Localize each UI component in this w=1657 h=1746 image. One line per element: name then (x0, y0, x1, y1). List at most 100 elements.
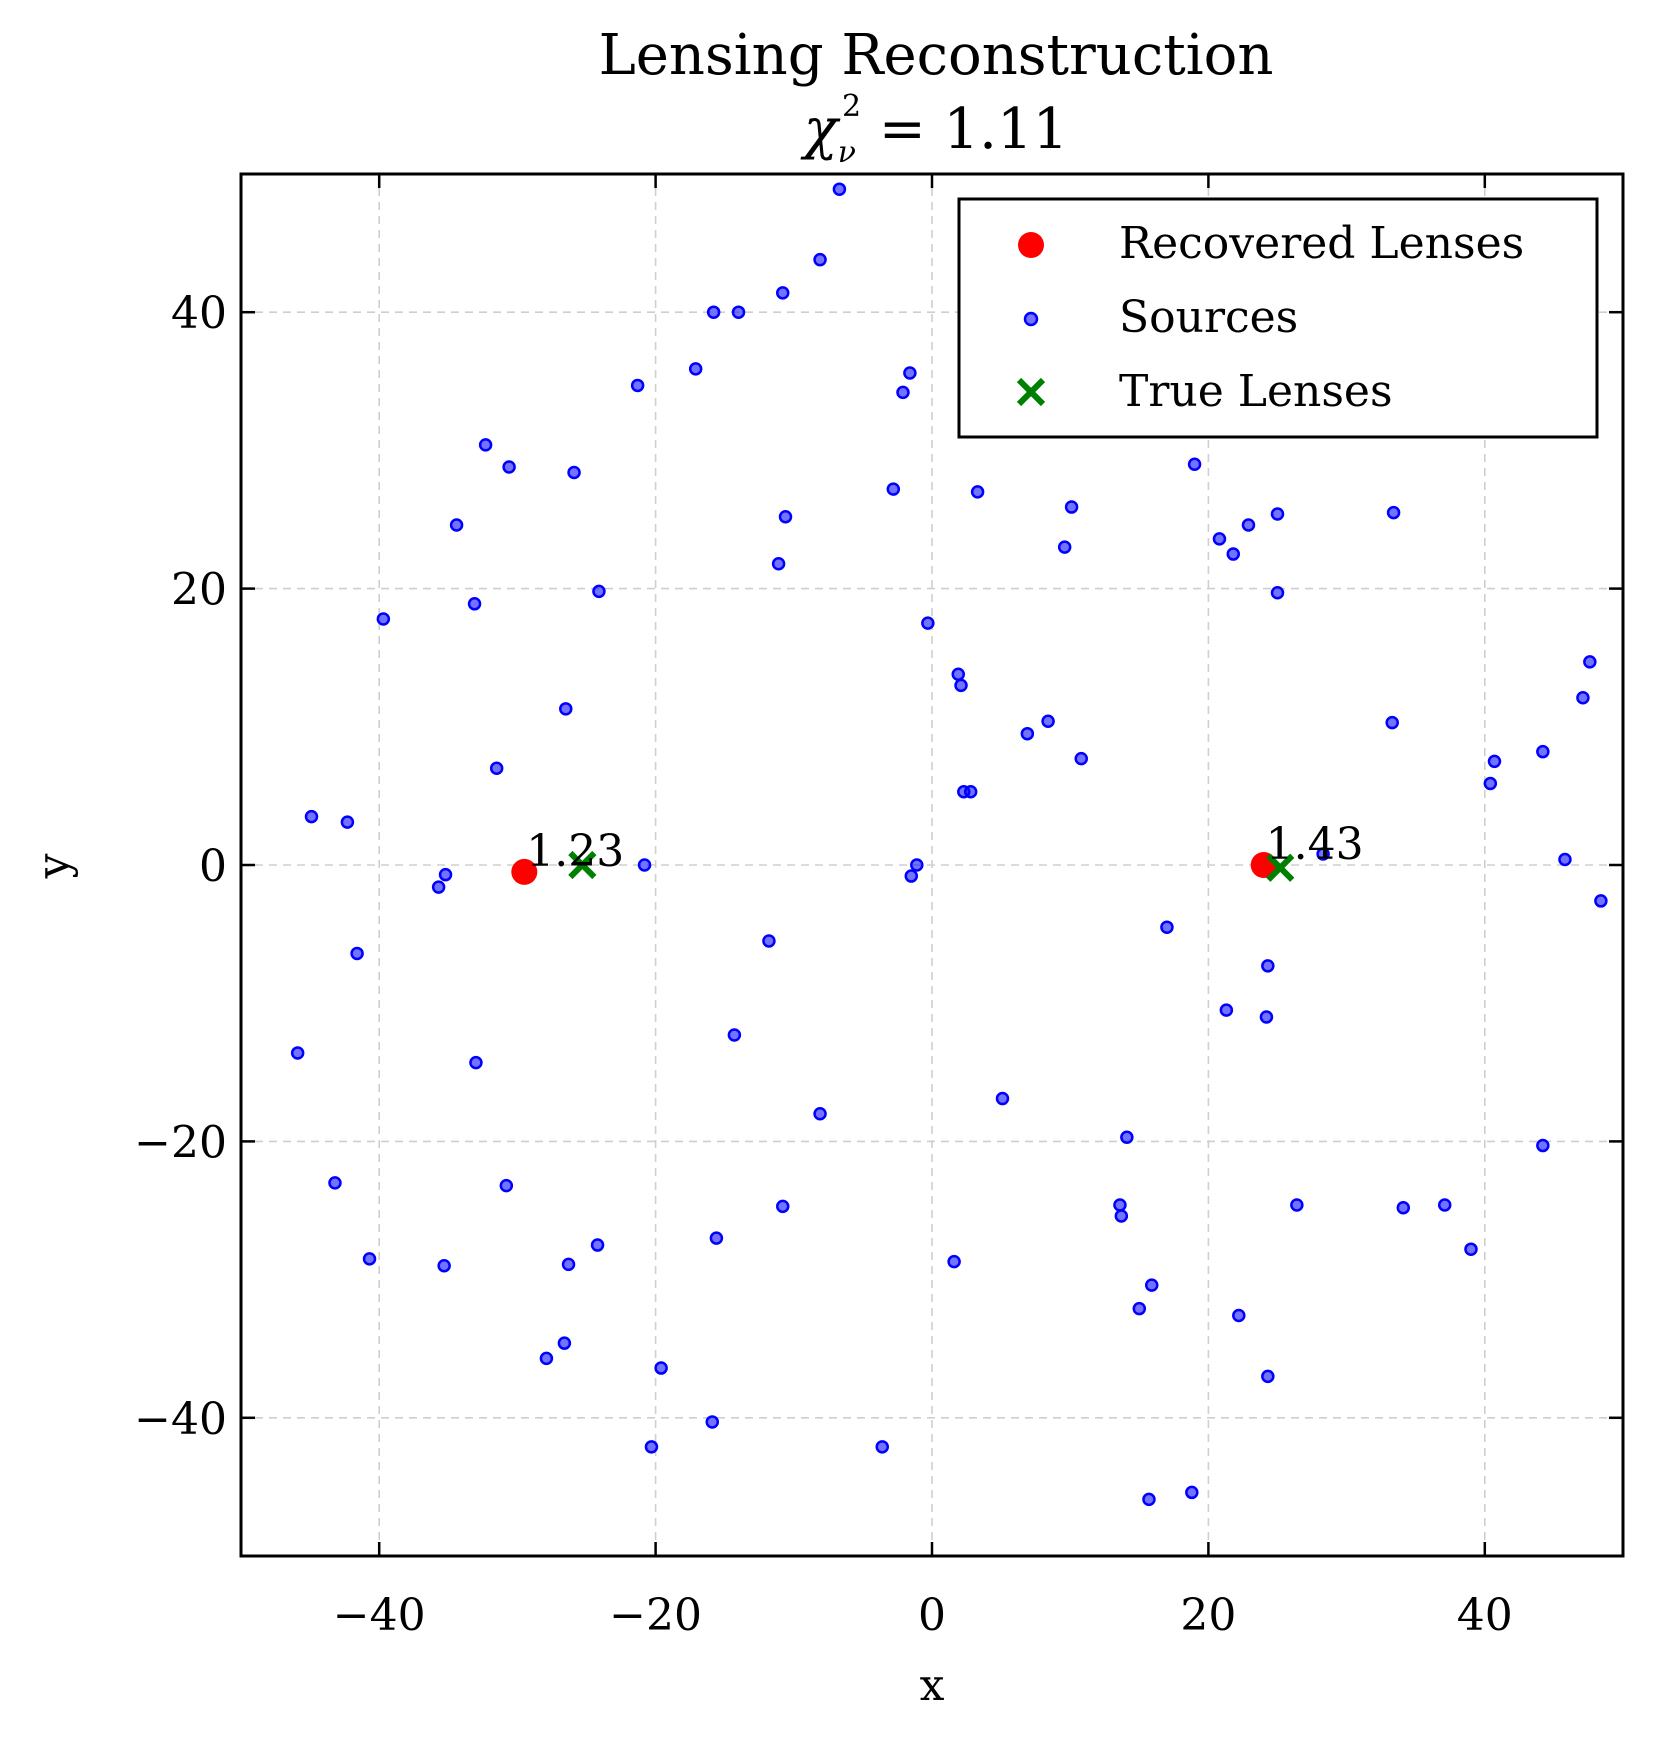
x-tick-label: 40 (1457, 1590, 1513, 1641)
source-point (1270, 507, 1285, 521)
source-point (832, 182, 847, 196)
plot-frame (239, 172, 1625, 1558)
x-axis-label: x (920, 1660, 945, 1711)
x-tick-label: 20 (1180, 1590, 1236, 1641)
source-point (1270, 585, 1285, 600)
chi-value: = 1.11 (861, 97, 1068, 162)
legend-label-recovered-lenses: Recovered Lenses (1119, 218, 1524, 269)
source-point (705, 1415, 720, 1429)
y-tick-label: 20 (171, 565, 227, 616)
chi-subscript: ν (838, 135, 856, 170)
source-point (304, 809, 319, 824)
source-point (921, 616, 935, 630)
source-point (478, 438, 493, 452)
source-point (567, 465, 581, 480)
source-point (449, 518, 464, 532)
y-axis-ticks: −40 −20 0 20 40 (134, 288, 1623, 1445)
legend-box (957, 197, 1599, 439)
source-point (1120, 1130, 1134, 1145)
source-point (1261, 959, 1275, 973)
chart-title: Lensing Reconstruction (599, 23, 1274, 88)
source-point (1041, 714, 1055, 729)
source-point (438, 867, 453, 882)
y-tick-label: 40 (171, 288, 227, 339)
chart-subtitle: χν 2 = 1.11 (800, 89, 1069, 170)
plot-points (290, 182, 1608, 1507)
source-point (561, 1257, 576, 1272)
source-point (1558, 852, 1572, 867)
source-point (467, 597, 482, 611)
lens-annotation: 1.23 (526, 826, 624, 877)
source-point (762, 934, 776, 948)
x-axis-ticks: −40 −20 0 20 40 (333, 174, 1513, 1641)
source-point (1261, 1369, 1275, 1384)
source-point (539, 1351, 554, 1366)
source-point (1385, 715, 1399, 730)
source-point (290, 1046, 305, 1060)
source-point (376, 612, 391, 626)
source-point (1536, 744, 1550, 759)
source-point (1316, 847, 1330, 861)
source-point (1536, 1138, 1550, 1153)
legend-label-sources: Sources (1119, 292, 1298, 343)
source-point (630, 378, 645, 393)
source-point (886, 482, 901, 496)
source-point (775, 286, 790, 300)
source-point (706, 305, 721, 319)
source-point (1396, 1200, 1411, 1215)
source-point (1232, 1308, 1246, 1323)
source-point (1185, 1485, 1199, 1500)
source-point (910, 858, 924, 872)
true-lens-point (1266, 853, 1295, 882)
source-point (1259, 1010, 1274, 1024)
source-point (1219, 1003, 1234, 1017)
source-point (340, 815, 355, 829)
source-point (1386, 505, 1401, 520)
source-point (775, 1199, 790, 1214)
source-point (813, 1107, 827, 1121)
source-point (951, 667, 966, 682)
source-point (1290, 1198, 1304, 1212)
source-point (1437, 1198, 1452, 1212)
annotations: 1.23 1.43 (526, 819, 1363, 877)
source-point (875, 1440, 889, 1454)
legend-marker-sources (1023, 311, 1039, 327)
x-tick-label: 0 (918, 1590, 946, 1641)
source-point (731, 305, 746, 319)
x-tick-label: −20 (609, 1590, 702, 1641)
source-point (431, 880, 446, 894)
source-point (1113, 1198, 1127, 1212)
chi-superscript: 2 (842, 89, 861, 124)
source-point (350, 946, 364, 961)
source-point (1576, 691, 1590, 705)
source-point (1160, 920, 1174, 934)
chi-symbol: χ (800, 97, 841, 162)
source-point (963, 785, 978, 799)
legend-label-true-lenses: True Lenses (1119, 366, 1393, 417)
source-point (1142, 1492, 1156, 1507)
source-point (559, 702, 573, 716)
source-point (1114, 1209, 1129, 1223)
source-point (727, 1028, 742, 1042)
source-point (592, 584, 606, 599)
source-point (489, 761, 504, 776)
lens-annotation: 1.43 (1266, 819, 1364, 870)
source-point (954, 678, 968, 693)
source-point (1464, 1242, 1478, 1256)
recovered-lens-point (511, 858, 538, 885)
source-point (903, 366, 917, 380)
source-point (362, 1252, 377, 1266)
x-tick-label: −40 (333, 1590, 426, 1641)
source-point (995, 1091, 1010, 1106)
source-point (896, 385, 910, 400)
source-point (1132, 1301, 1147, 1316)
source-point (1241, 518, 1256, 532)
source-point (1583, 655, 1597, 669)
source-point (1187, 457, 1202, 471)
source-point (1074, 751, 1089, 766)
source-point (1020, 726, 1035, 741)
source-point (499, 1178, 514, 1193)
y-axis-label: y (28, 853, 79, 879)
source-point (1226, 547, 1241, 561)
